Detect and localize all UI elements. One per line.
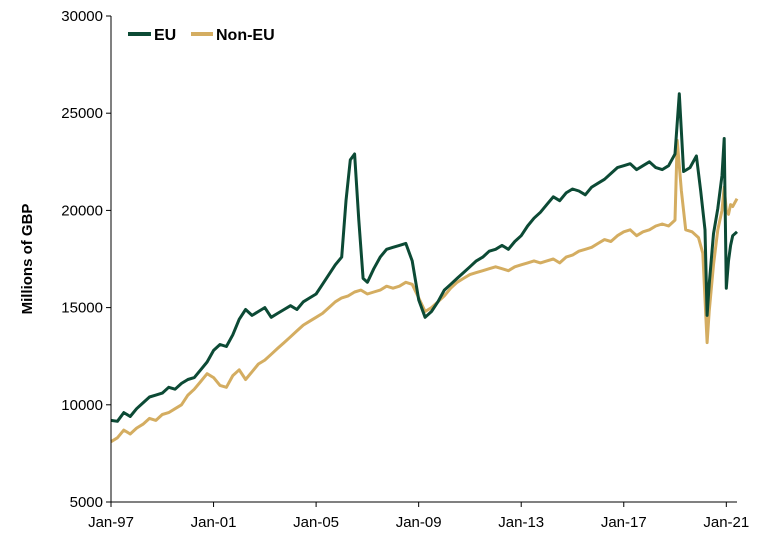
- y-tick-label: 25000: [61, 105, 103, 122]
- x-tick-label: Jan-09: [396, 514, 442, 531]
- y-tick-label: 20000: [61, 202, 103, 219]
- y-axis-title: Millions of GBP: [19, 204, 36, 315]
- x-tick-label: Jan-05: [293, 514, 339, 531]
- series-line-non-eu: [110, 138, 739, 443]
- y-tick-label: 15000: [61, 300, 103, 317]
- y-axis-ticks: 5000 10000 15000 20000 25000 30000: [61, 8, 111, 511]
- x-axis-ticks: Jan-97 Jan-01 Jan-05 Jan-09 Jan-13 Jan-17 Jan-…: [88, 502, 749, 531]
- series-line-eu: [110, 92, 739, 423]
- x-tick-label: Jan-21: [703, 514, 749, 531]
- legend-eu-label: EU: [154, 27, 176, 44]
- legend-non-eu-label: Non-EU: [216, 27, 275, 44]
- x-tick-label: Jan-17: [601, 514, 647, 531]
- x-tick-label: Jan-01: [191, 514, 237, 531]
- x-tick-label: Jan-97: [88, 514, 134, 531]
- y-tick-label: 5000: [70, 494, 103, 511]
- legend: EU Non-EU: [128, 27, 275, 44]
- x-tick-label: Jan-13: [498, 514, 544, 531]
- y-tick-label: 30000: [61, 8, 103, 25]
- series-layer: [110, 92, 739, 443]
- y-tick-label: 10000: [61, 397, 103, 414]
